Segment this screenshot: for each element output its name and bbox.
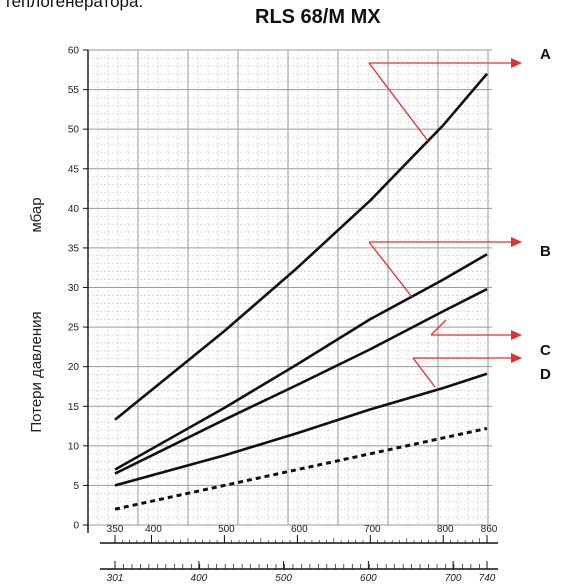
leader-line — [412, 357, 436, 388]
x2-tick-label: 500 — [275, 573, 292, 584]
y-tick-label: 35 — [68, 243, 80, 254]
y-tick-label: 5 — [73, 481, 79, 492]
curve-b — [114, 253, 488, 471]
curve-a — [114, 72, 488, 421]
curve-d — [114, 372, 488, 487]
x-tick-label: 500 — [218, 524, 235, 535]
x-tick-label: 800 — [437, 524, 454, 535]
x2-tick-label: 400 — [191, 573, 208, 584]
y-tick-label: 55 — [68, 85, 80, 96]
y-tick-label: 25 — [68, 323, 80, 334]
legend-label: B — [540, 243, 551, 260]
y-axis-unit-label: мбар — [28, 197, 45, 232]
y-tick-label: 60 — [68, 46, 80, 57]
x-tick-label: 860 — [481, 524, 498, 535]
y-tick-label: 30 — [68, 283, 80, 294]
x-tick-label: 350 — [107, 524, 124, 535]
x2-tick-label: 700 — [445, 573, 462, 584]
x-tick-label: 700 — [364, 524, 381, 535]
y-tick-label: 15 — [68, 402, 80, 413]
x2-tick-label: 301 — [107, 573, 124, 584]
y-tick-label: 40 — [68, 204, 80, 215]
arrow-head — [511, 353, 522, 363]
x2-tick-label: 740 — [479, 573, 496, 584]
x-tick-label: 600 — [291, 524, 308, 535]
legend-label: C — [540, 342, 551, 359]
arrow-head — [511, 237, 522, 247]
legend-label: D — [540, 366, 551, 383]
x2-tick-label: 600 — [360, 573, 377, 584]
legend-label: A — [540, 46, 551, 63]
y-tick-label: 10 — [68, 441, 80, 452]
arrow-head — [511, 58, 522, 68]
dashed-curve — [114, 426, 488, 511]
chart-title: RLS 68/M MX — [255, 6, 381, 28]
leader-line — [368, 241, 413, 298]
leader-line — [430, 319, 447, 336]
y-tick-label: 45 — [68, 164, 80, 175]
curve-c — [114, 287, 488, 475]
grid — [87, 49, 492, 526]
x-tick-label: 400 — [145, 524, 162, 535]
y-axis-label: Потери давления — [28, 311, 45, 432]
y-tick-label: 50 — [68, 125, 80, 136]
arrow-head — [511, 330, 522, 340]
leader-line — [368, 62, 429, 142]
header-fragment: теплогенератора. — [4, 0, 144, 11]
y-tick-label: 20 — [68, 362, 80, 373]
y-tick-label: 0 — [73, 521, 79, 532]
